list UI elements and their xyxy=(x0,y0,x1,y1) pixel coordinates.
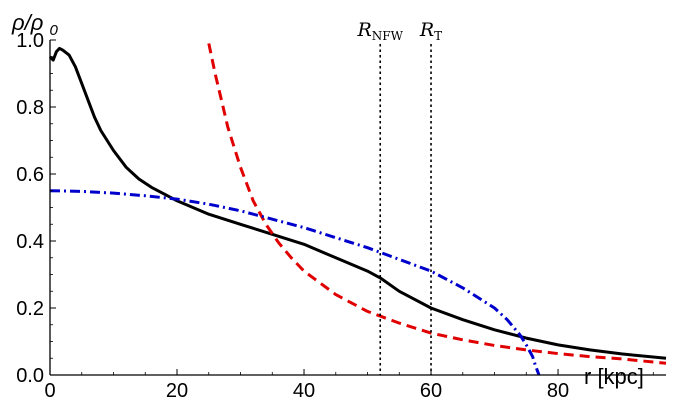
x-tick-label: 40 xyxy=(293,380,315,402)
y-tick-label: 0.0 xyxy=(16,365,44,387)
x-ticks: 0 20 40 60 80 xyxy=(44,369,654,402)
marker-label-main: R xyxy=(419,19,434,41)
marker-label-sub: NFW xyxy=(372,29,404,43)
marker-layer: RNFW RT xyxy=(356,19,442,375)
marker-label: RT xyxy=(419,19,442,43)
y-axis-label: ρ/ρ 0 xyxy=(11,10,58,39)
y-tick-label: 0.2 xyxy=(16,298,44,320)
x-tick-label: 80 xyxy=(547,380,569,402)
axes xyxy=(49,40,666,376)
marker-label-main: R xyxy=(356,19,371,41)
series-layer xyxy=(48,43,667,376)
x-axis-label: r [kpc] xyxy=(584,364,644,389)
y-ticks: 0.0 0.2 0.4 0.6 0.8 1.0 xyxy=(16,30,56,387)
y-axis-label-text: ρ/ρ xyxy=(11,10,43,35)
y-tick-label: 0.6 xyxy=(16,164,44,186)
series-line-solid xyxy=(48,46,667,360)
x-tick-label: 0 xyxy=(44,380,55,402)
series-line-dashed xyxy=(207,43,667,365)
marker-label: RNFW xyxy=(356,19,403,43)
y-tick-label: 1.0 xyxy=(16,30,44,52)
y-tick-label: 0.4 xyxy=(16,231,44,253)
x-tick-label: 60 xyxy=(420,380,442,402)
marker-label-sub: T xyxy=(434,29,442,43)
series-line-dashdot xyxy=(49,189,541,376)
y-tick-label: 0.8 xyxy=(16,97,44,119)
y-axis-label-subscript: 0 xyxy=(49,22,58,39)
x-tick-label: 20 xyxy=(166,380,188,402)
